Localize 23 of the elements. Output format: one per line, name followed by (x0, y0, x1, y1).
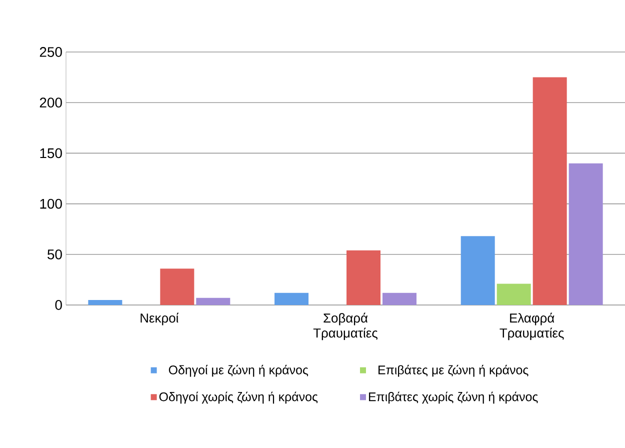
bar (196, 298, 230, 305)
y-tick-label: 0 (55, 300, 62, 310)
bar (382, 292, 416, 305)
bar (496, 284, 531, 305)
legend-label: Επιβάτες χωρίς ζώνη ή κράνος (368, 392, 538, 404)
bar (346, 250, 380, 305)
bar (532, 77, 567, 305)
y-tick-label: 50 (48, 249, 62, 260)
y-tick-label: 200 (40, 98, 62, 108)
x-tick-label: Νεκροί (140, 312, 179, 326)
y-tick-label: 250 (40, 47, 62, 57)
bar (274, 292, 309, 305)
y-tick-label: 100 (40, 198, 62, 209)
bar (568, 163, 603, 305)
bar (88, 300, 122, 305)
bar (160, 268, 194, 305)
legend-label: Οδηγοί χωρίς ζώνη ή κράνος (159, 392, 318, 404)
x-tick-label: Ελαφρά Τραυματίες (500, 312, 564, 340)
x-tick-label: Σοβαρά Τραυματίες (313, 312, 378, 340)
bar (460, 236, 495, 305)
y-tick-label: 150 (40, 148, 62, 158)
legend-label: Οδηγοί με ζώνη ή κράνος (168, 364, 308, 377)
legend-label: Επιβάτες με ζώνη ή κράνος (378, 364, 528, 377)
